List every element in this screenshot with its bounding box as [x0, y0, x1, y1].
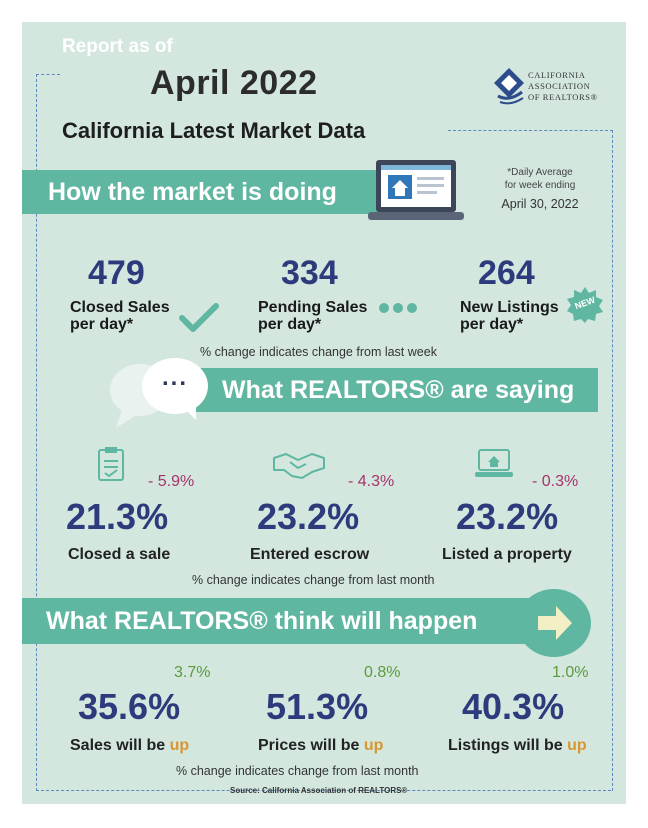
- market-change-note: % change indicates change from last week: [200, 345, 437, 359]
- closed-sales-label: Closed Sales per day*: [70, 299, 170, 333]
- escrow-change: - 4.3%: [348, 473, 395, 490]
- listed-label: Listed a property: [442, 546, 572, 563]
- market-banner: How the market is doing: [22, 170, 394, 214]
- laptop-website-icon: [368, 160, 464, 220]
- car-logo-icon: [494, 68, 524, 105]
- pending-sales-label: Pending Sales per day*: [258, 299, 368, 333]
- check-icon: [179, 303, 219, 332]
- prices-up-label: Prices will be up: [258, 737, 384, 754]
- car-logo-text: CALIFORNIA ASSOCIATION OF REALTORS®: [528, 70, 598, 102]
- prices-up-change: 0.8%: [364, 664, 401, 681]
- car-logo: CALIFORNIA ASSOCIATION OF REALTORS®: [492, 64, 612, 110]
- escrow-percent: 23.2%: [257, 496, 360, 537]
- prices-up-percent: 51.3%: [266, 686, 369, 727]
- sales-up-percent: 35.6%: [78, 686, 181, 727]
- speech-bubble-icon: ...: [140, 356, 210, 420]
- handshake-icon: [273, 453, 325, 479]
- daily-average-note: *Daily Average for week ending: [504, 167, 576, 191]
- saying-banner-title: What REALTORS® are saying: [222, 376, 575, 404]
- arrow-right-icon: [517, 589, 591, 657]
- closed-sale-percent: 21.3%: [66, 496, 169, 537]
- think-banner-title: What REALTORS® think will happen: [46, 607, 478, 635]
- laptop-icon: [475, 449, 513, 477]
- speech-bubble-dots: ...: [161, 364, 188, 391]
- new-listings-value: 264: [478, 254, 535, 292]
- closed-sale-change: - 5.9%: [148, 473, 195, 490]
- pending-sales-value: 334: [281, 254, 338, 292]
- week-ending-date: April 30, 2022: [501, 197, 579, 211]
- sales-up-label: Sales will be up: [70, 737, 190, 754]
- dashed-frame-left: [36, 74, 611, 791]
- market-banner-title: How the market is doing: [48, 178, 337, 206]
- dashed-frame-top: [36, 74, 60, 75]
- listings-up-percent: 40.3%: [462, 686, 565, 727]
- closed-sales-value: 479: [88, 254, 145, 292]
- dashed-frame-right: [448, 130, 613, 791]
- source-credit: Source: California Association of REALTO…: [230, 786, 408, 795]
- think-change-note: % change indicates change from last mont…: [176, 764, 419, 778]
- listed-change: - 0.3%: [532, 473, 579, 490]
- dots-icon: [379, 303, 417, 313]
- think-banner: What REALTORS® think will happen: [22, 598, 536, 644]
- new-listings-label: New Listings per day*: [460, 299, 559, 333]
- closed-sale-label: Closed a sale: [68, 546, 171, 563]
- listings-up-label: Listings will be up: [448, 737, 587, 754]
- page-subtitle: California Latest Market Data: [62, 118, 366, 143]
- report-month: April 2022: [150, 64, 318, 102]
- sales-up-change: 3.7%: [174, 664, 211, 681]
- report-label: Report as of: [62, 36, 173, 57]
- listed-percent: 23.2%: [456, 496, 559, 537]
- saying-banner: What REALTORS® are saying: [196, 368, 598, 412]
- listings-up-change: 1.0%: [552, 664, 589, 681]
- clipboard-icon: [98, 447, 124, 481]
- saying-change-note: % change indicates change from last mont…: [192, 573, 435, 587]
- new-badge-icon: NEW: [566, 286, 604, 324]
- escrow-label: Entered escrow: [250, 546, 370, 563]
